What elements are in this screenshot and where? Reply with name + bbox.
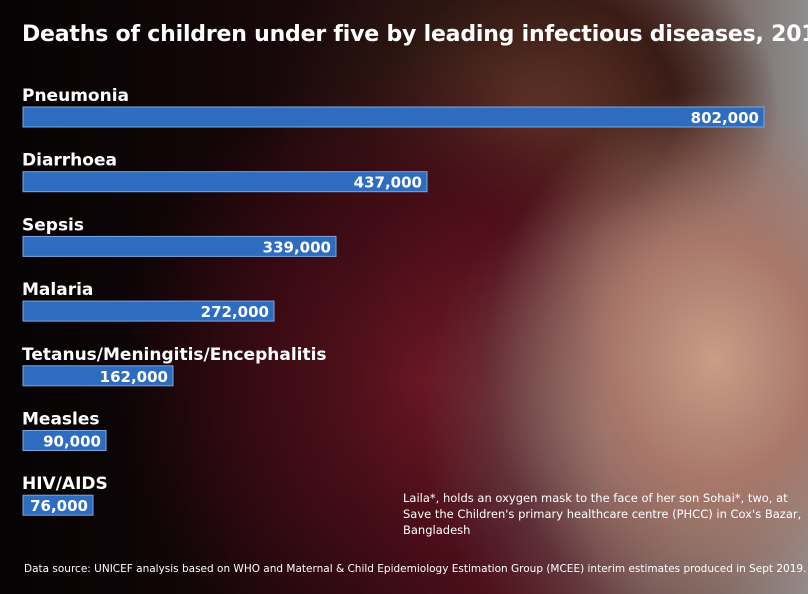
bar-sepsis [22, 235, 337, 257]
chart-title: Deaths of children under five by leading… [22, 22, 808, 47]
bar-malaria [22, 300, 275, 322]
value-label-hiv-aids: 76,000 [30, 497, 88, 515]
bar-pneumonia [22, 106, 765, 128]
category-label-tetanus-meningitis-encephalitis: Tetanus/Meningitis/Encephalitis [22, 345, 327, 365]
photo-caption: Laila*, holds an oxygen mask to the face… [403, 491, 802, 537]
category-label-hiv-aids: HIV/AIDS [22, 474, 108, 494]
value-label-sepsis: 339,000 [263, 238, 331, 256]
category-label-measles: Measles [22, 410, 100, 430]
category-label-malaria: Malaria [22, 280, 93, 300]
category-label-sepsis: Sepsis [22, 215, 84, 235]
bar-measles [22, 430, 107, 451]
bar-hiv-aids [22, 494, 94, 516]
value-label-measles: 90,000 [43, 433, 101, 451]
data-source-note: Data source: UNICEF analysis based on WH… [24, 563, 807, 575]
value-label-pneumonia: 802,000 [691, 109, 759, 127]
category-label-diarrhoea: Diarrhoea [22, 151, 117, 171]
value-label-malaria: 272,000 [201, 303, 269, 321]
value-label-diarrhoea: 437,000 [354, 174, 422, 192]
bar-diarrhoea [22, 171, 428, 193]
value-label-tetanus-meningitis-encephalitis: 162,000 [100, 368, 168, 386]
bar-tetanus-meningitis-encephalitis [22, 365, 174, 387]
category-label-pneumonia: Pneumonia [22, 86, 129, 106]
